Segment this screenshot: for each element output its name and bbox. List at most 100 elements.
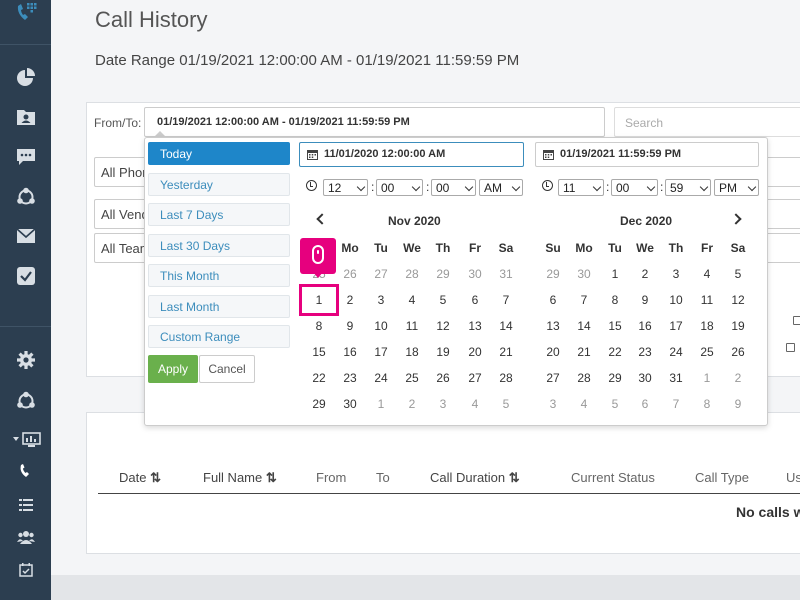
left-calendar-day[interactable]: 2 [408,397,416,411]
date-range-input[interactable]: 01/19/2021 12:00:00 AM - 01/19/2021 11:5… [144,107,605,137]
end-ampm-select[interactable]: PM [714,179,759,196]
right-calendar-day[interactable]: 12 [731,293,745,307]
col-full-name[interactable]: Full Name ⇅ [203,470,277,485]
sidebar-item-tasks[interactable] [0,266,51,286]
right-calendar-day[interactable]: 2 [641,267,649,281]
left-calendar-day[interactable]: 5 [502,397,510,411]
left-calendar-day[interactable]: 11 [405,319,419,333]
right-calendar-day[interactable]: 26 [731,345,745,359]
right-calendar-day[interactable]: 8 [703,397,711,411]
left-calendar-day[interactable]: 3 [439,397,447,411]
sidebar-logo[interactable] [0,0,51,44]
sidebar-item-reports[interactable] [0,68,51,88]
sidebar-item-list[interactable] [0,499,51,511]
left-calendar-day[interactable]: 26 [436,371,450,385]
left-calendar-day[interactable]: 5 [439,293,447,307]
left-calendar-day[interactable]: 13 [468,319,482,333]
search-input[interactable]: Search [614,107,800,137]
left-calendar-day[interactable]: 17 [374,345,388,359]
right-calendar-day[interactable]: 5 [611,397,619,411]
right-calendar-day[interactable]: 1 [703,371,711,385]
left-calendar-day[interactable]: 2 [346,293,354,307]
apply-button[interactable]: Apply [148,355,198,383]
range-today[interactable]: Today [148,142,290,165]
left-calendar-day[interactable]: 6 [471,293,479,307]
start-second-select[interactable]: 00 [431,179,476,196]
range-yesterday[interactable]: Yesterday [148,173,290,196]
left-calendar-day[interactable]: 1 [377,397,385,411]
col-date[interactable]: Date ⇅ [119,470,161,485]
left-calendar-day[interactable]: 3 [377,293,385,307]
right-calendar-day[interactable]: 7 [580,293,588,307]
vendor-select[interactable]: All Vendors [94,199,146,229]
left-calendar-day[interactable]: 10 [374,319,388,333]
sidebar-item-network[interactable] [0,187,51,207]
left-calendar-day[interactable]: 27 [468,371,482,385]
right-calendar-day[interactable]: 3 [549,397,557,411]
left-calendar-day[interactable]: 27 [374,267,388,281]
phone-select[interactable]: All Phones [94,157,146,187]
left-calendar-day[interactable]: 25 [405,371,419,385]
start-minute-select[interactable]: 00 [376,179,423,196]
left-calendar-day[interactable]: 15 [312,345,326,359]
left-calendar-day[interactable]: 28 [405,267,419,281]
right-calendar-day[interactable]: 25 [700,345,714,359]
left-calendar-day[interactable]: 14 [499,319,513,333]
start-hour-select[interactable]: 12 [323,179,368,196]
right-calendar-day[interactable]: 6 [549,293,557,307]
range-custom-range[interactable]: Custom Range [148,325,290,348]
left-calendar-day[interactable]: 30 [343,397,357,411]
cancel-button[interactable]: Cancel [199,355,255,383]
right-calendar-day[interactable]: 4 [580,397,588,411]
end-minute-select[interactable]: 00 [611,179,658,196]
left-calendar-day[interactable]: 29 [312,397,326,411]
team-select[interactable]: All Teams [94,233,146,263]
range-last-month[interactable]: Last Month [148,295,290,318]
start-date-input[interactable]: 11/01/2020 12:00:00 AM [299,142,524,167]
left-calendar-day[interactable]: 23 [343,371,357,385]
right-calendar-day[interactable]: 3 [672,267,680,281]
left-calendar-day[interactable]: 1 [299,284,339,316]
left-calendar-day[interactable]: 20 [468,345,482,359]
right-calendar-day[interactable]: 8 [611,293,619,307]
right-calendar-day[interactable]: 17 [669,319,683,333]
sidebar-item-mail[interactable] [0,228,51,244]
right-calendar-day[interactable]: 29 [546,267,560,281]
right-calendar-day[interactable]: 27 [546,371,560,385]
right-calendar-day[interactable]: 24 [669,345,683,359]
right-calendar-day[interactable]: 9 [641,293,649,307]
sidebar-item-calls[interactable] [0,464,51,478]
end-date-input[interactable]: 01/19/2021 11:59:59 PM [535,142,759,167]
right-calendar-day[interactable]: 2 [734,371,742,385]
right-calendar-day[interactable]: 18 [700,319,714,333]
right-calendar-day[interactable]: 13 [546,319,560,333]
right-calendar-day[interactable]: 11 [700,293,714,307]
left-calendar-day[interactable]: 26 [343,267,357,281]
right-calendar-day[interactable]: 15 [608,319,622,333]
right-calendar-day[interactable]: 23 [638,345,652,359]
col-call-duration[interactable]: Call Duration ⇅ [430,470,520,485]
range-last-7-days[interactable]: Last 7 Days [148,203,290,226]
left-calendar-day[interactable]: 12 [436,319,450,333]
left-calendar-day[interactable]: 22 [312,371,326,385]
right-calendar-day[interactable]: 31 [669,371,683,385]
sidebar-item-chat[interactable] [0,148,51,166]
left-calendar-day[interactable]: 8 [315,319,323,333]
right-calendar-day[interactable]: 6 [641,397,649,411]
sidebar-item-settings[interactable] [0,350,51,370]
sidebar-item-monitor[interactable] [0,432,51,448]
right-calendar-day[interactable]: 29 [608,371,622,385]
left-calendar-day[interactable]: 9 [346,319,354,333]
sidebar-item-users[interactable] [0,530,51,544]
left-calendar-day[interactable]: 7 [502,293,510,307]
right-calendar-day[interactable]: 16 [638,319,652,333]
end-hour-select[interactable]: 11 [558,179,604,196]
range-this-month[interactable]: This Month [148,264,290,287]
start-ampm-select[interactable]: AM [479,179,523,196]
right-calendar-day[interactable]: 20 [546,345,560,359]
left-calendar-day[interactable]: 24 [374,371,388,385]
left-calendar-day[interactable]: 30 [468,267,482,281]
sidebar-item-schedule[interactable] [0,563,51,577]
left-calendar-day[interactable]: 21 [499,345,513,359]
right-calendar-day[interactable]: 14 [577,319,591,333]
